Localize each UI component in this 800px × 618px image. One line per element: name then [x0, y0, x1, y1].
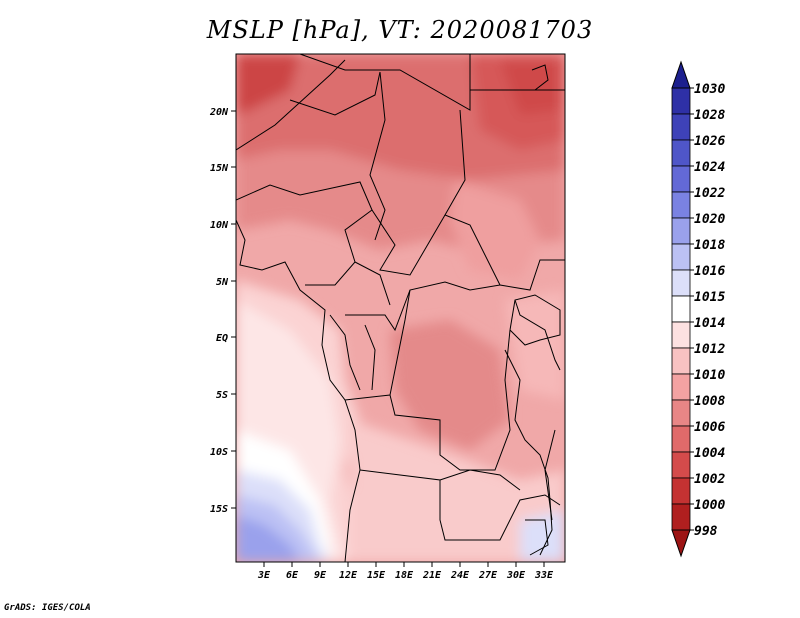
lat-label-eq: EQ [216, 333, 228, 344]
colorbar-swatch [671, 399, 691, 427]
colorbar-label-1012: 1012 [694, 342, 725, 357]
colorbar-label-1014: 1014 [694, 316, 725, 331]
colorbar-label-1010: 1010 [694, 368, 725, 383]
colorbar-label-1030: 1030 [694, 82, 725, 97]
lat-label-20n: 20N [209, 107, 229, 118]
colorbar-label-1022: 1022 [694, 186, 725, 201]
lon-label-24e: 24E [450, 570, 470, 581]
lon-label-21e: 21E [422, 570, 442, 581]
colorbar-swatch [671, 373, 691, 401]
colorbar-label-1024: 1024 [694, 160, 725, 175]
colorbar-label-1015: 1015 [694, 290, 725, 305]
colorbar-bottom-arrow [671, 529, 691, 558]
colorbar-swatch [671, 243, 691, 271]
lon-label-15e: 15E [367, 570, 386, 581]
colorbar: 1030 1028 1026 1024 1022 1020 1018 1016 … [671, 60, 725, 558]
colorbar-label-1016: 1016 [694, 264, 725, 279]
lon-label-12e: 12E [339, 570, 358, 581]
lon-label-6e: 6E [286, 570, 299, 581]
country-borders [236, 54, 565, 562]
lon-label-18e: 18E [395, 570, 414, 581]
colorbar-swatch [671, 451, 691, 479]
colorbar-label-1020: 1020 [694, 212, 725, 227]
colorbar-label-998: 998 [694, 524, 718, 539]
colorbar-top-arrow [671, 60, 691, 89]
colorbar-swatch [671, 321, 691, 349]
colorbar-label-1002: 1002 [694, 472, 725, 487]
lat-label-5s: 5S [216, 390, 228, 401]
colorbar-swatch [671, 113, 691, 141]
colorbar-swatch [671, 87, 691, 115]
colorbar-swatch [671, 191, 691, 219]
colorbar-swatch [671, 425, 691, 453]
colorbar-swatch [671, 503, 691, 531]
colorbar-label-1006: 1006 [694, 420, 725, 435]
lat-axis [231, 110, 236, 509]
colorbar-label-1018: 1018 [694, 238, 725, 253]
colorbar-swatch [671, 477, 691, 505]
grads-credit: GrADS: IGES/COLA [4, 603, 91, 613]
lat-label-5n: 5N [216, 277, 229, 288]
lon-label-9e: 9E [314, 570, 327, 581]
lon-label-27e: 27E [478, 570, 498, 581]
colorbar-swatch [671, 295, 691, 323]
colorbar-label-1008: 1008 [694, 394, 725, 409]
lat-label-10s: 10S [210, 447, 228, 458]
lat-label-15n: 15N [210, 163, 229, 174]
colorbar-label-1000: 1000 [694, 498, 725, 513]
lat-label-15s: 15S [210, 504, 228, 515]
colorbar-label-1028: 1028 [694, 108, 725, 123]
colorbar-label-1026: 1026 [694, 134, 725, 149]
lon-label-30e: 30E [506, 570, 526, 581]
colorbar-swatch [671, 139, 691, 167]
map-frame [235, 53, 566, 563]
lon-label-3e: 3E [257, 570, 271, 581]
lon-axis [263, 562, 545, 567]
colorbar-swatch [671, 347, 691, 375]
colorbar-swatch [671, 269, 691, 297]
colorbar-swatches [671, 87, 691, 531]
pressure-field [236, 54, 565, 562]
lat-label-10n: 10N [210, 220, 229, 231]
map-title: MSLP [hPa], VT: 2020081703 [206, 16, 594, 44]
lon-label-33e: 33E [534, 570, 554, 581]
colorbar-swatch [671, 165, 691, 193]
colorbar-label-1004: 1004 [694, 446, 725, 461]
colorbar-swatch [671, 217, 691, 245]
